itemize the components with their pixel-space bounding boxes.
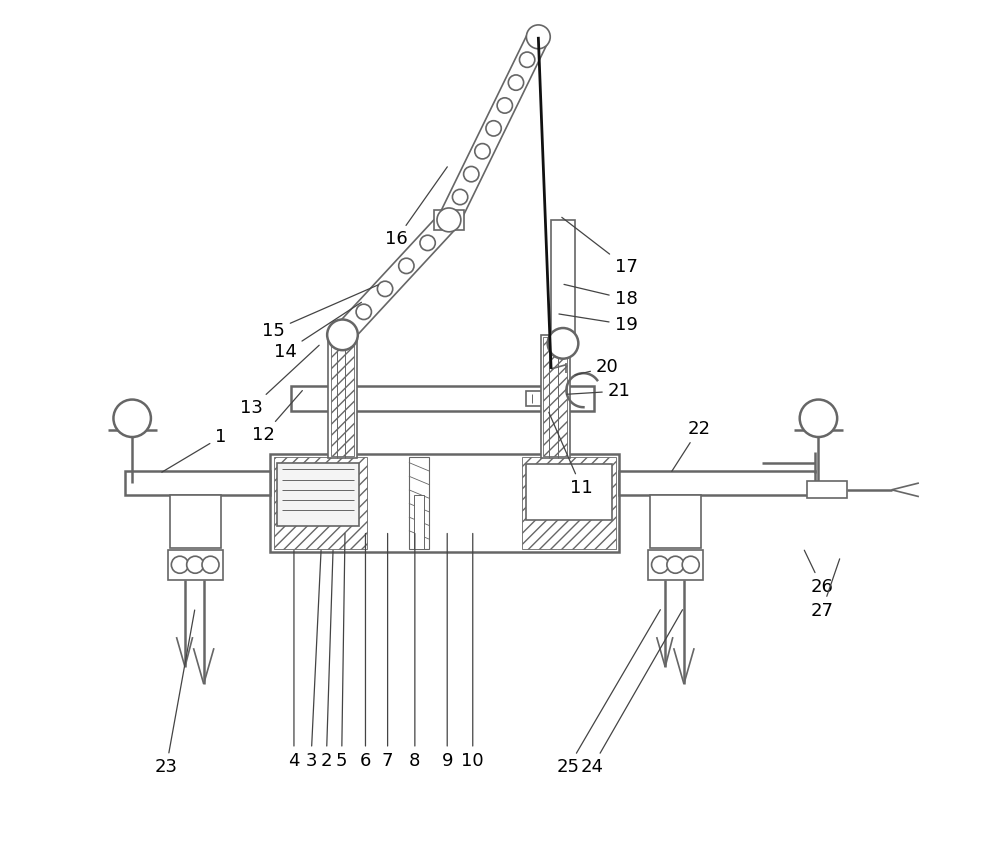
- Text: 5: 5: [336, 533, 347, 770]
- Text: 18: 18: [564, 285, 637, 308]
- Text: 23: 23: [155, 610, 195, 776]
- Circle shape: [652, 556, 669, 573]
- Circle shape: [399, 258, 414, 273]
- Bar: [331, 338, 354, 456]
- Bar: [125, 471, 270, 494]
- Bar: [526, 391, 549, 406]
- Text: 1: 1: [162, 428, 226, 472]
- Bar: [522, 458, 616, 548]
- Circle shape: [356, 304, 371, 320]
- Circle shape: [420, 235, 435, 250]
- Text: 21: 21: [567, 382, 631, 400]
- Polygon shape: [334, 213, 457, 342]
- Text: 12: 12: [252, 391, 302, 444]
- Circle shape: [667, 556, 684, 573]
- Polygon shape: [395, 468, 440, 494]
- Text: 19: 19: [559, 314, 637, 333]
- Circle shape: [548, 328, 578, 359]
- Circle shape: [202, 556, 219, 573]
- Circle shape: [809, 409, 828, 428]
- Bar: [270, 454, 619, 552]
- Text: 22: 22: [672, 419, 711, 471]
- Circle shape: [519, 52, 535, 68]
- Circle shape: [452, 189, 468, 205]
- Bar: [648, 550, 703, 579]
- Text: 7: 7: [382, 533, 393, 770]
- Text: 17: 17: [562, 218, 637, 276]
- Circle shape: [464, 166, 479, 182]
- Text: 24: 24: [580, 609, 683, 776]
- Bar: [541, 335, 570, 458]
- Text: 14: 14: [274, 303, 361, 361]
- Bar: [551, 220, 575, 344]
- Text: 10: 10: [461, 533, 484, 770]
- Bar: [328, 335, 357, 458]
- Bar: [434, 210, 464, 231]
- Bar: [543, 338, 567, 456]
- Circle shape: [486, 121, 501, 136]
- Text: 15: 15: [262, 285, 378, 339]
- Text: 13: 13: [240, 345, 319, 417]
- Circle shape: [327, 320, 358, 351]
- Circle shape: [508, 75, 524, 90]
- Text: 20: 20: [575, 358, 619, 376]
- Bar: [414, 494, 424, 548]
- Bar: [168, 550, 223, 579]
- Text: 11: 11: [549, 412, 593, 497]
- Circle shape: [437, 208, 461, 231]
- Circle shape: [682, 556, 699, 573]
- Circle shape: [526, 25, 550, 49]
- Bar: [277, 463, 359, 526]
- Text: 16: 16: [385, 167, 447, 249]
- Circle shape: [475, 144, 490, 159]
- Bar: [409, 458, 429, 548]
- Circle shape: [800, 399, 837, 437]
- Circle shape: [113, 399, 151, 437]
- Bar: [526, 464, 612, 519]
- Text: 25: 25: [557, 609, 660, 776]
- Text: 3: 3: [305, 550, 321, 770]
- Bar: [170, 494, 221, 548]
- Bar: [274, 458, 367, 548]
- Text: 4: 4: [288, 550, 300, 770]
- Bar: [807, 482, 847, 498]
- Text: 8: 8: [409, 533, 421, 770]
- Circle shape: [497, 98, 512, 113]
- Text: 9: 9: [441, 533, 453, 770]
- Circle shape: [123, 409, 142, 428]
- Text: 26: 26: [804, 550, 833, 596]
- Bar: [291, 386, 594, 411]
- Bar: [619, 471, 815, 494]
- Circle shape: [187, 556, 204, 573]
- Polygon shape: [439, 32, 548, 225]
- Text: 6: 6: [360, 533, 371, 770]
- Text: 2: 2: [321, 550, 333, 770]
- Bar: [650, 494, 701, 548]
- Circle shape: [171, 556, 188, 573]
- Circle shape: [377, 281, 393, 297]
- Text: 27: 27: [810, 559, 840, 620]
